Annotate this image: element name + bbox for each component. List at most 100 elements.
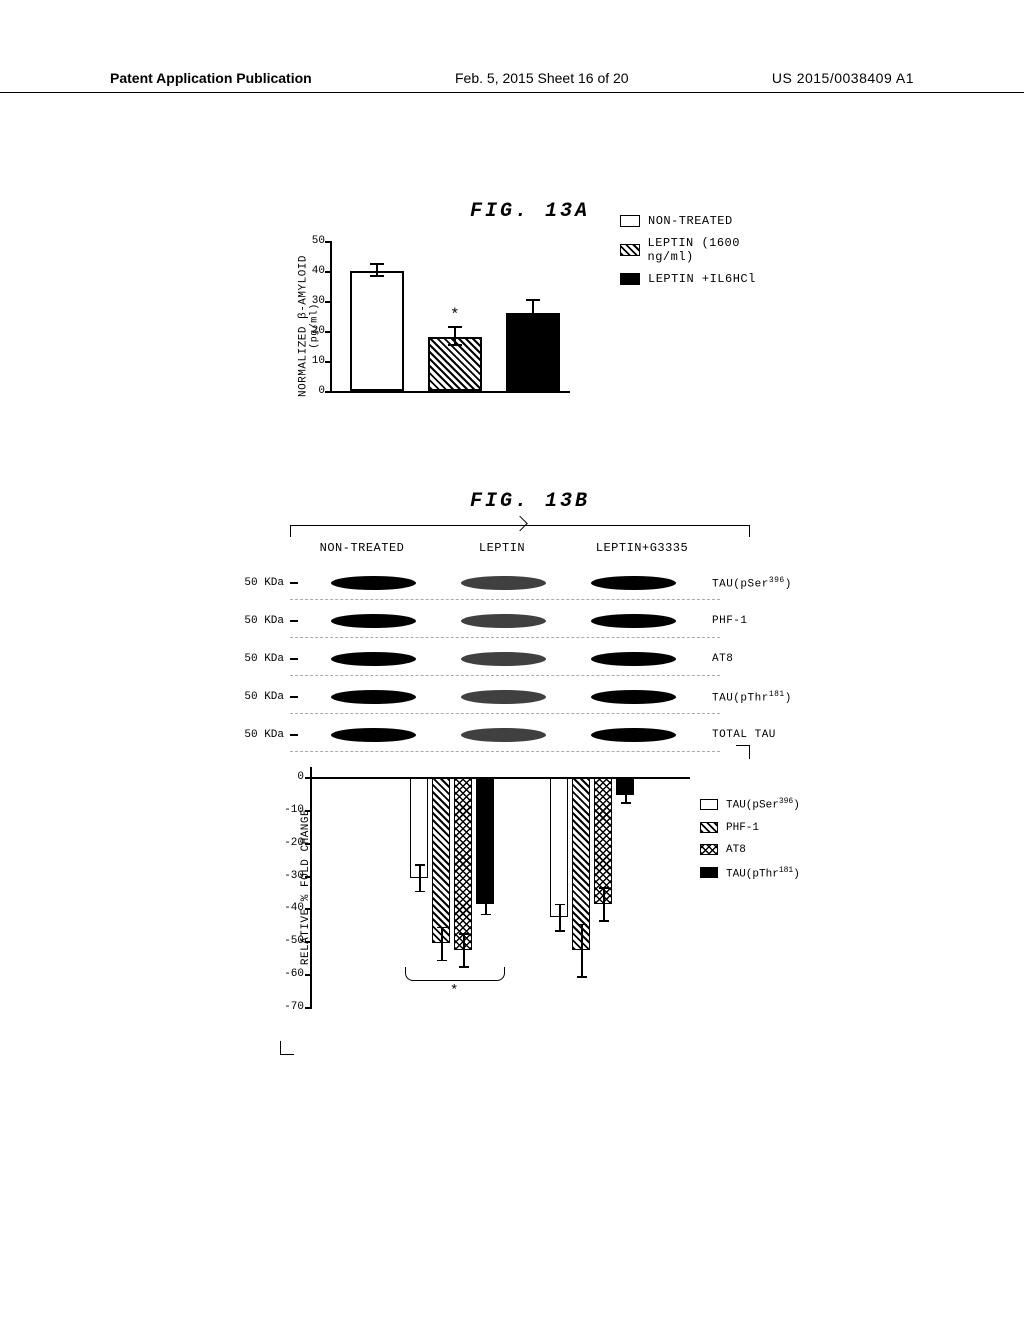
blot-band bbox=[461, 728, 546, 742]
error-cap bbox=[415, 864, 425, 866]
tick-label: 20 bbox=[305, 325, 325, 337]
kda-label: 50 KDa bbox=[220, 691, 290, 703]
figure-13a: FIG. 13A NORMALIZED β-AMYLOID (pg/ml) 01… bbox=[230, 200, 790, 420]
legend-label: LEPTIN +IL6HCl bbox=[648, 272, 756, 286]
error-cap bbox=[621, 802, 631, 804]
blot-col-header: LEPTIN bbox=[432, 541, 572, 555]
kda-tick bbox=[290, 696, 298, 698]
error-bar bbox=[532, 301, 534, 325]
row-divider bbox=[290, 637, 720, 638]
error-cap bbox=[370, 275, 384, 277]
error-cap bbox=[437, 960, 447, 962]
bar-black bbox=[476, 779, 494, 904]
legend-swatch-hatch bbox=[620, 244, 640, 256]
band-wrap bbox=[308, 576, 698, 590]
blot-row: 50 KDa TAU(pThr181) bbox=[220, 683, 800, 711]
blot-band bbox=[461, 690, 546, 704]
legend-label: LEPTIN (1600 ng/ml) bbox=[648, 236, 790, 264]
blot-bracket bbox=[290, 525, 750, 537]
legend-label: TAU(pSer396) bbox=[726, 797, 800, 812]
tick-label: 40 bbox=[305, 265, 325, 277]
blot-col-header: NON-TREATED bbox=[292, 541, 432, 555]
error-bar bbox=[603, 887, 605, 920]
error-bar bbox=[419, 864, 421, 890]
tick-label: 10 bbox=[305, 355, 325, 367]
error-cap bbox=[370, 263, 384, 265]
legend-swatch bbox=[700, 867, 718, 878]
header-left: Patent Application Publication bbox=[110, 70, 312, 86]
error-cap bbox=[599, 887, 609, 889]
error-cap bbox=[448, 344, 462, 346]
legend-label: NON-TREATED bbox=[648, 214, 733, 228]
legend-swatch-black bbox=[620, 273, 640, 285]
tick-y bbox=[305, 908, 312, 910]
blot-band bbox=[461, 614, 546, 628]
error-cap bbox=[481, 914, 491, 916]
tick-y bbox=[305, 810, 312, 812]
kda-tick bbox=[290, 734, 298, 736]
legend-swatch-white bbox=[620, 215, 640, 227]
fig13b-title: FIG. 13B bbox=[240, 490, 820, 513]
error-cap bbox=[555, 904, 565, 906]
decorative-bracket-bl bbox=[280, 1041, 294, 1055]
bar-hatch bbox=[432, 779, 450, 943]
blot-row-label: AT8 bbox=[712, 653, 733, 665]
bar-white bbox=[550, 779, 568, 917]
tick-y bbox=[305, 843, 312, 845]
legend-swatch bbox=[700, 822, 718, 833]
tick-label: 30 bbox=[305, 295, 325, 307]
blot-band bbox=[591, 652, 676, 666]
tick-y bbox=[305, 777, 312, 779]
tick-y bbox=[305, 974, 312, 976]
legend-row: PHF-1 bbox=[700, 822, 800, 834]
error-bar bbox=[581, 924, 583, 977]
blot-band bbox=[461, 652, 546, 666]
kda-tick bbox=[290, 582, 298, 584]
band-wrap bbox=[308, 652, 698, 666]
sig-star: * bbox=[450, 983, 458, 999]
blot-row: 50 KDaAT8 bbox=[220, 645, 800, 673]
blot-band bbox=[331, 728, 416, 742]
blot-band bbox=[331, 576, 416, 590]
blot-band bbox=[461, 576, 546, 590]
error-cap bbox=[577, 976, 587, 978]
tick-label: -50 bbox=[270, 935, 304, 947]
fig13b-legend: TAU(pSer396)PHF-1AT8TAU(pThr181) bbox=[700, 797, 800, 890]
legend-swatch bbox=[700, 844, 718, 855]
kda-label: 50 KDa bbox=[220, 729, 290, 741]
tick-label: -70 bbox=[270, 1001, 304, 1013]
legend-row: LEPTIN +IL6HCl bbox=[620, 272, 790, 286]
band-wrap bbox=[308, 614, 698, 628]
fig13b-chart: RELATIVE % FOLD CHANGE 0-10-20-30-40-50-… bbox=[220, 767, 780, 1037]
tick-label: -40 bbox=[270, 902, 304, 914]
sig-marker: * bbox=[450, 306, 460, 324]
blot-row-label: TOTAL TAU bbox=[712, 729, 776, 741]
error-cap bbox=[459, 933, 469, 935]
kda-tick bbox=[290, 620, 298, 622]
legend-label: TAU(pThr181) bbox=[726, 866, 800, 881]
blot-band bbox=[591, 728, 676, 742]
bar-white bbox=[350, 271, 404, 391]
tick-label: 0 bbox=[305, 385, 325, 397]
blot-row: 50 KDaTAU(pSer396) bbox=[220, 569, 800, 597]
error-cap bbox=[415, 891, 425, 893]
tick-label: -20 bbox=[270, 837, 304, 849]
error-cap bbox=[621, 789, 631, 791]
blot-row-label: TAU(pThr181) bbox=[712, 690, 792, 705]
error-cap bbox=[577, 924, 587, 926]
fig13b-blot: NON-TREATED LEPTIN LEPTIN+G3335 50 KDaTA… bbox=[220, 527, 800, 767]
header-center: Feb. 5, 2015 Sheet 16 of 20 bbox=[455, 70, 629, 86]
blot-band bbox=[331, 652, 416, 666]
blot-row: 50 KDaPHF-1 bbox=[220, 607, 800, 635]
row-divider bbox=[290, 675, 720, 676]
blot-col-header: LEPTIN+G3335 bbox=[572, 541, 712, 555]
tick-y bbox=[325, 301, 332, 303]
sig-brace bbox=[405, 967, 505, 981]
legend-row: NON-TREATED bbox=[620, 214, 790, 228]
blot-band bbox=[331, 690, 416, 704]
kda-label: 50 KDa bbox=[220, 577, 290, 589]
tick-y bbox=[325, 271, 332, 273]
tick-label: 50 bbox=[305, 235, 325, 247]
kda-label: 50 KDa bbox=[220, 615, 290, 627]
blot-row: 50 KDa TOTAL TAU bbox=[220, 721, 800, 749]
